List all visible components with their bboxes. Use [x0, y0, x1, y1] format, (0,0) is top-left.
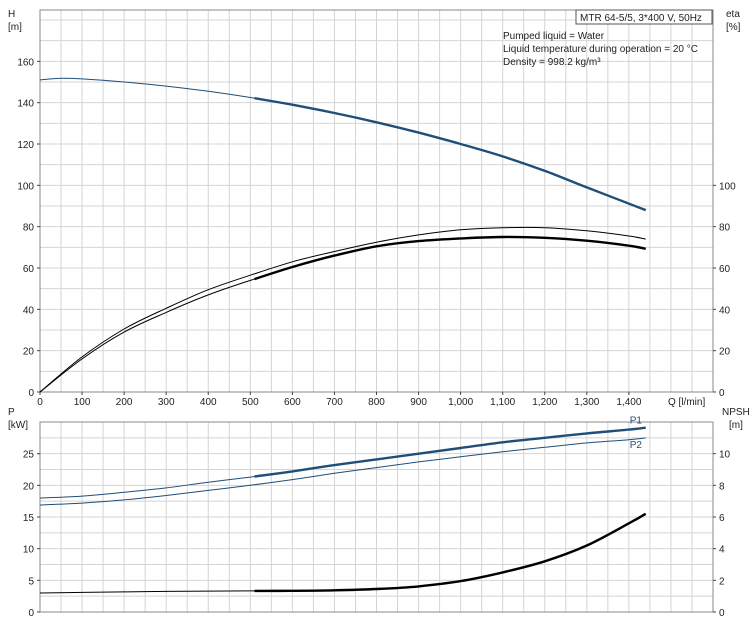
- info-line-density: Density = 998.2 kg/m³: [503, 57, 601, 68]
- x-tick-label: 900: [410, 397, 427, 408]
- series-label-p1: P1: [630, 416, 643, 427]
- p2-curve: [39, 437, 646, 506]
- x-tick-label: 0: [37, 397, 43, 408]
- y-tick-label-power: 25: [23, 450, 35, 461]
- y-axis-unit-head: [m]: [8, 22, 22, 33]
- y-tick-label-npsh: 4: [719, 545, 725, 556]
- y-tick-label-power: 20: [23, 481, 35, 492]
- y-tick-label-npsh: 6: [719, 513, 725, 524]
- y-tick-label-head: 160: [17, 57, 34, 68]
- y-tick-label-head: 60: [23, 264, 35, 275]
- y-tick-label-eta: 0: [719, 388, 725, 399]
- y-tick-label-head: 120: [17, 140, 34, 151]
- eta-2-top-curve: [39, 236, 646, 393]
- y-tick-label-eta: 80: [719, 223, 731, 234]
- eta-1-top-curve: [39, 226, 646, 393]
- p1-curve-operating-range: [254, 426, 646, 478]
- y-tick-label-head: 0: [28, 388, 34, 399]
- series-layer: [39, 77, 647, 594]
- y-tick-label-eta: 60: [719, 264, 731, 275]
- series-label-p2: P2: [630, 440, 643, 451]
- npsh-curve-operating-range: [254, 512, 647, 593]
- label-layer: 0 100 200 300 400 500 600 700 800 900 1,000 1,100 1,…: [8, 9, 750, 619]
- y-tick-label-head: 100: [17, 181, 34, 192]
- y-tick-label-head: 40: [23, 305, 35, 316]
- x-tick-label: 100: [74, 397, 91, 408]
- y-tick-label-power: 5: [28, 576, 34, 587]
- y-tick-label-head: 80: [23, 223, 35, 234]
- x-axis-label: Q [l/min]: [668, 397, 705, 408]
- info-box: MTR 64-5/5, 3*400 V, 50Hz Pumped liquid …: [503, 9, 713, 68]
- y-tick-label-npsh: 2: [719, 576, 725, 587]
- x-tick-label: 1,000: [448, 397, 473, 408]
- x-tick-label: 1,200: [532, 397, 557, 408]
- y-axis-unit-power: [kW]: [8, 420, 28, 431]
- y-axis-title-eta: eta: [726, 9, 740, 20]
- info-line-pumped-liquid: Pumped liquid = Water: [503, 31, 605, 42]
- tick-layer: [37, 60, 716, 613]
- x-tick-label: 400: [200, 397, 217, 408]
- y-tick-label-head: 140: [17, 99, 34, 110]
- y-axis-title-npsh: NPSH: [722, 407, 750, 418]
- y-tick-label-power: 10: [23, 545, 35, 556]
- x-tick-label: 1,100: [490, 397, 515, 408]
- x-tick-label: 1,300: [574, 397, 599, 408]
- x-tick-label: 700: [326, 397, 343, 408]
- x-tick-label: 1,400: [616, 397, 641, 408]
- grid-layer: [40, 10, 713, 612]
- npsh-curve: [39, 513, 646, 594]
- y-tick-label-power: 15: [23, 513, 35, 524]
- y-axis-title-power: P: [8, 407, 15, 418]
- y-tick-label-head: 20: [23, 347, 35, 358]
- y-tick-label-npsh: 0: [719, 608, 725, 619]
- info-line-liquid-temperature: Liquid temperature during operation = 20…: [503, 44, 698, 55]
- x-tick-label: 600: [284, 397, 301, 408]
- y-tick-label-npsh: 8: [719, 481, 725, 492]
- x-tick-label: 300: [158, 397, 175, 408]
- y-axis-title-head: H: [8, 9, 15, 20]
- y-axis-unit-npsh: [m]: [729, 420, 743, 431]
- model-box: [575, 9, 713, 25]
- head-top-curve-operating-range: [254, 97, 647, 212]
- x-tick-label: 800: [368, 397, 385, 408]
- x-tick-label: 500: [242, 397, 259, 408]
- y-tick-label-npsh: 10: [719, 450, 731, 461]
- y-tick-label-eta: 40: [719, 305, 731, 316]
- model-label: MTR 64-5/5, 3*400 V, 50Hz: [580, 13, 702, 24]
- eta-2-top-curve-operating-range: [254, 235, 646, 281]
- x-tick-label: 200: [116, 397, 133, 408]
- y-tick-label-eta: 20: [719, 347, 731, 358]
- y-tick-label-power: 0: [28, 608, 34, 619]
- y-tick-label-eta: 100: [719, 181, 736, 192]
- y-axis-unit-eta: [%]: [726, 22, 741, 33]
